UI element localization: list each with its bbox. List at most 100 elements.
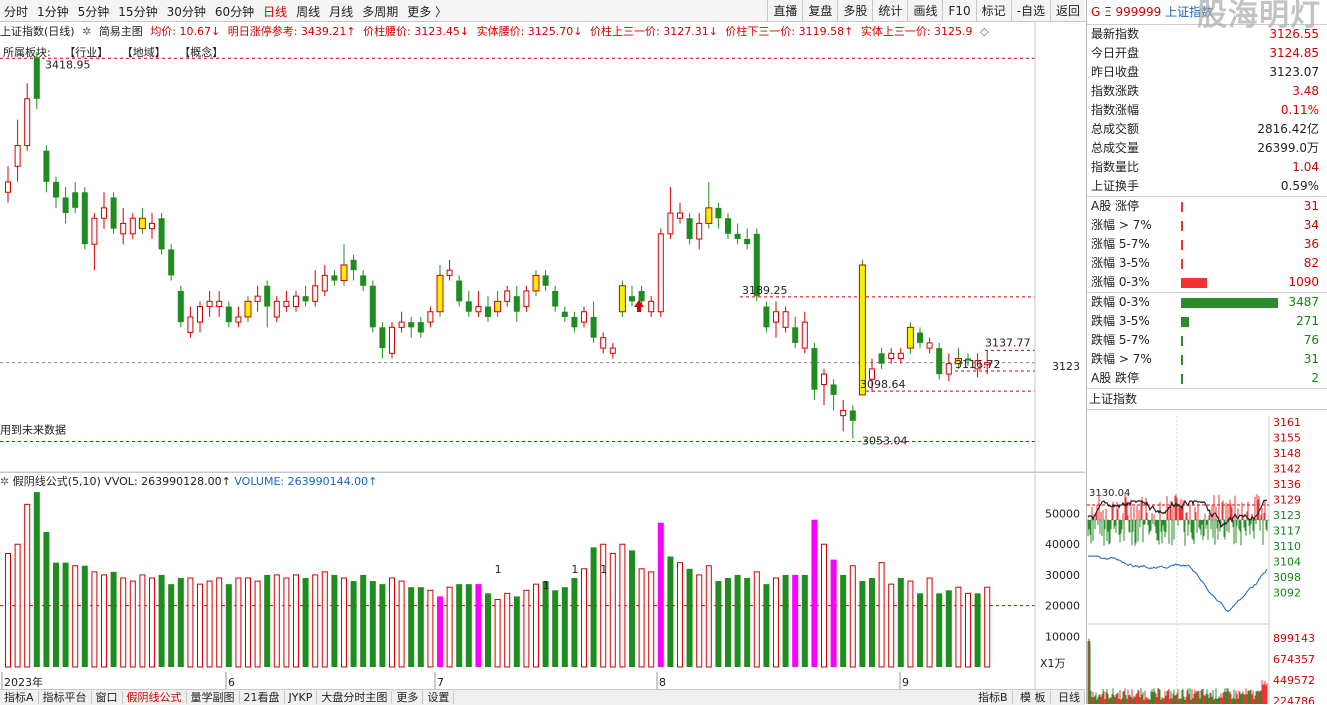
sector-industry[interactable]: 【行业】	[64, 46, 109, 59]
volume-bar	[629, 550, 635, 667]
body-upper-third-readout: 实体上三一价: 3125.9	[860, 25, 973, 38]
tab-period-0[interactable]: 分时	[4, 4, 29, 19]
tab-period-7[interactable]: 周线	[296, 4, 321, 19]
indicator-tab-bar: 指标A 指标平台 窗口 假阴线公式 量学副图 21看盘 JYKP 大盘分时主图 更多 设置 指标B…	[0, 689, 1085, 705]
volume-bar	[139, 574, 146, 668]
volume-bar	[33, 492, 40, 667]
main-chart-theme[interactable]: 简易主图	[98, 25, 143, 38]
tab-indicator-8[interactable]: 更多	[392, 691, 424, 704]
tab-period-2[interactable]: 5分钟	[77, 4, 110, 19]
tab-period-6[interactable]: 日线	[263, 4, 288, 19]
tab-indicator-3[interactable]: 假阴线公式	[122, 691, 187, 704]
tab-period-9[interactable]: 多周期	[362, 4, 399, 19]
toolbar-button-8[interactable]: 返回	[1049, 0, 1085, 22]
volume-bar	[801, 574, 808, 667]
volume-bar	[753, 571, 760, 668]
candle	[24, 83, 31, 151]
volume-bar	[437, 596, 443, 667]
candle	[389, 322, 395, 359]
toolbar-button-5[interactable]: F10	[942, 0, 975, 22]
tab-indicator-7[interactable]: 大盘分时主图	[317, 691, 393, 704]
toolbar-button-4[interactable]: 画线	[907, 0, 942, 22]
candle	[14, 119, 21, 182]
toolbar-button-1[interactable]: 复盘	[802, 0, 837, 22]
candle	[590, 301, 597, 343]
volume-bar	[379, 584, 386, 667]
volume-bar	[475, 584, 482, 667]
candle	[206, 290, 213, 317]
candle	[91, 213, 98, 271]
waist-price-readout: 价柱腰价: 3123.45↓	[363, 25, 470, 38]
volume-indicator-name[interactable]: 假阴线公式(5,10)	[12, 475, 101, 488]
candle	[177, 285, 184, 328]
tab-indicator-2[interactable]: 窗口	[91, 691, 123, 704]
volume-axis-label: 30000	[1045, 569, 1080, 582]
candle	[532, 270, 540, 297]
tab-period-1[interactable]: 1分钟	[37, 4, 69, 19]
limit-reference-readout: 明日涨停参考: 3439.21↑	[227, 25, 356, 38]
kline-chart[interactable]: 3418.95 3189.25 3137.77 3116.72 3098.64 3053.…	[0, 22, 1085, 689]
level-label-3098: 3098.64	[860, 378, 906, 391]
decline-row: A股 跌停 2	[1087, 369, 1327, 388]
mini-price-axis-label: 3142	[1273, 463, 1301, 476]
candle	[302, 285, 309, 307]
candle	[906, 322, 914, 354]
tab-indicator-0[interactable]: 指标A	[0, 691, 39, 704]
gear-icon[interactable]: ✲	[82, 25, 92, 38]
decline-stats: 跌幅 0-3% 3487 跌幅 3-5% 271 跌幅 5-7% 76 跌幅 > 7% 31 A…	[1087, 292, 1327, 388]
quote-label: 总成交额	[1091, 122, 1140, 136]
candle	[811, 342, 818, 401]
upper-third-readout: 价柱上三一价: 3127.31↓	[590, 25, 718, 38]
volume-bar	[984, 586, 991, 668]
tab-period-5[interactable]: 60分钟	[214, 4, 255, 19]
volume-bar	[101, 574, 107, 668]
tab-period-10[interactable]: 更多 〉	[407, 4, 448, 19]
toolbar-buttons: 直播 复盘 多股 统计 画线 F10 标记 -自选 返回	[767, 0, 1085, 22]
intraday-mini-chart[interactable]: 3161 3155 3148 3142 3136 3129 3123 3117 3110 3104…	[1087, 416, 1327, 704]
tab-indicator-6[interactable]: JYKP	[284, 691, 318, 704]
candle	[168, 244, 175, 281]
tab-indicator-9[interactable]: 设置	[423, 691, 455, 704]
tab-period-8[interactable]: 月线	[329, 4, 354, 19]
tab-indicator-5[interactable]: 21看盘	[239, 691, 285, 704]
candle	[513, 285, 520, 323]
toolbar-button-6[interactable]: 标记	[975, 0, 1011, 22]
candle	[485, 296, 491, 323]
volume-bar	[312, 574, 319, 668]
volume-bar	[888, 583, 895, 668]
toolbar-button-2[interactable]: 多股	[837, 0, 872, 22]
candle	[120, 207, 127, 245]
sector-region[interactable]: 【地域】	[121, 46, 166, 59]
volume-bar	[389, 577, 395, 668]
tab-indicator-b[interactable]: 指标B	[973, 691, 1013, 704]
volume-bar	[331, 574, 338, 667]
gear-icon[interactable]: ✲	[0, 475, 10, 488]
stat-value: 31	[1303, 199, 1319, 213]
volume-bar	[43, 531, 50, 667]
tab-template[interactable]: 模 板	[1016, 691, 1051, 704]
candle	[321, 264, 328, 297]
tab-period-4[interactable]: 30分钟	[166, 4, 206, 19]
mini-price-axis-label: 3148	[1273, 447, 1301, 460]
quote-label: 指数涨幅	[1091, 103, 1140, 117]
toolbar-button-7[interactable]: -自选	[1010, 0, 1050, 22]
volume-bar	[264, 574, 271, 667]
mini-volume-axis-label: 224786	[1273, 695, 1315, 704]
tab-period-3[interactable]: 15分钟	[118, 4, 158, 19]
toolbar-button-0[interactable]: 直播	[767, 0, 802, 22]
stock-name[interactable]: 上证指数	[1165, 5, 1214, 19]
candle	[81, 187, 88, 250]
volume-bar	[302, 578, 309, 667]
diamond-icon[interactable]: ◇	[980, 25, 989, 38]
mini-price-axis-label: 3136	[1273, 478, 1301, 491]
tab-indicator-1[interactable]: 指标平台	[38, 691, 92, 704]
volume-bar	[926, 577, 933, 668]
volume-bar	[523, 589, 530, 668]
tab-indicator-4[interactable]: 量学副图	[186, 691, 240, 704]
volume-bar	[715, 581, 722, 667]
quote-row: 总成交量 26399.0万	[1087, 139, 1327, 158]
sector-concept[interactable]: 【概念】	[179, 46, 224, 59]
candle	[254, 285, 261, 312]
candle	[187, 306, 194, 338]
toolbar-button-3[interactable]: 统计	[872, 0, 907, 22]
